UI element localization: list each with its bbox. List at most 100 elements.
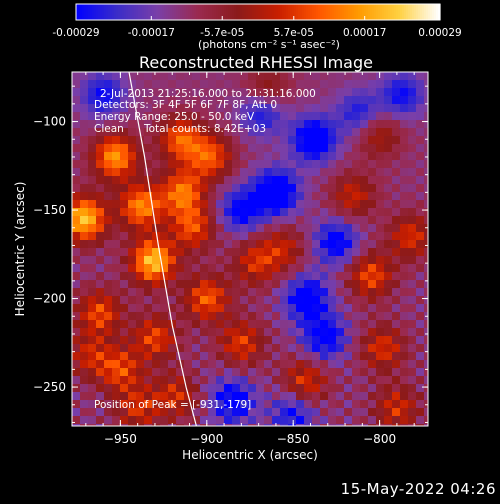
heatmap-cell: [112, 424, 121, 426]
heatmap-cell: [320, 240, 329, 249]
heatmap-cell: [184, 384, 193, 393]
colorbar-swatch: [78, 4, 81, 20]
colorbar-swatch: [386, 4, 389, 20]
heatmap-cell: [360, 272, 369, 281]
heatmap-cell: [352, 168, 361, 177]
heatmap-cell: [296, 264, 305, 273]
heatmap-cell: [72, 368, 81, 377]
heatmap-cell: [328, 208, 337, 217]
heatmap-cell: [152, 200, 161, 209]
heatmap-cell: [424, 248, 428, 257]
heatmap-cell: [72, 296, 81, 305]
heatmap-cell: [272, 256, 281, 265]
heatmap-cell: [344, 184, 353, 193]
heatmap-cell: [144, 144, 153, 153]
colorbar-swatch: [182, 4, 185, 20]
heatmap-cell: [320, 264, 329, 273]
heatmap-cell: [176, 352, 185, 361]
heatmap-cell: [368, 336, 377, 345]
colorbar-swatch: [168, 4, 171, 20]
heatmap-cell: [312, 120, 321, 129]
heatmap-cell: [264, 400, 273, 409]
heatmap-cell: [160, 104, 169, 113]
heatmap-cell: [392, 264, 401, 273]
heatmap-cell: [208, 360, 217, 369]
heatmap-cell: [264, 248, 273, 257]
heatmap-cell: [224, 232, 233, 241]
heatmap-cell: [128, 240, 137, 249]
heatmap-cell: [344, 96, 353, 105]
heatmap-cell: [376, 368, 385, 377]
heatmap-cell: [288, 424, 297, 426]
heatmap-cell: [344, 248, 353, 257]
heatmap-cell: [80, 376, 89, 385]
heatmap-cell: [280, 248, 289, 257]
colorbar-swatch: [104, 4, 107, 20]
heatmap-cell: [168, 328, 177, 337]
heatmap-cell: [248, 128, 257, 137]
heatmap-cell: [96, 400, 105, 409]
heatmap-cell: [336, 144, 345, 153]
heatmap-cell: [304, 120, 313, 129]
heatmap-cell: [296, 168, 305, 177]
heatmap-cell: [288, 160, 297, 169]
heatmap-cell: [80, 256, 89, 265]
heatmap-cell: [136, 216, 145, 225]
heatmap-cell: [72, 120, 81, 129]
heatmap-cell: [312, 344, 321, 353]
heatmap-cell: [184, 88, 193, 97]
heatmap-cell: [248, 152, 257, 161]
heatmap-cell: [248, 96, 257, 105]
heatmap-cell: [72, 280, 81, 289]
heatmap-cell: [264, 416, 273, 425]
heatmap-cell: [328, 112, 337, 121]
heatmap-cell: [160, 296, 169, 305]
heatmap-cell: [88, 184, 97, 193]
colorbar-swatch: [338, 4, 341, 20]
heatmap-cell: [312, 160, 321, 169]
heatmap-cell: [184, 248, 193, 257]
heatmap-cell: [320, 336, 329, 345]
heatmap-cell: [200, 192, 209, 201]
heatmap-cell: [408, 376, 417, 385]
heatmap-cell: [400, 88, 409, 97]
heatmap-cell: [288, 128, 297, 137]
heatmap-cell: [328, 304, 337, 313]
heatmap-cell: [264, 208, 273, 217]
heatmap-cell: [328, 352, 337, 361]
heatmap-cell: [232, 280, 241, 289]
heatmap-cell: [296, 224, 305, 233]
heatmap-cell: [256, 176, 265, 185]
colorbar-swatch: [366, 4, 369, 20]
heatmap-cell: [80, 72, 89, 81]
heatmap-cell: [112, 232, 121, 241]
heatmap-cell: [112, 160, 121, 169]
heatmap-cell: [208, 296, 217, 305]
heatmap-cell: [96, 176, 105, 185]
heatmap-cell: [424, 96, 428, 105]
heatmap-cell: [288, 224, 297, 233]
heatmap-cell: [264, 216, 273, 225]
heatmap-cell: [144, 288, 153, 297]
heatmap-cell: [256, 368, 265, 377]
heatmap-cell: [352, 408, 361, 417]
heatmap-cell: [80, 80, 89, 89]
heatmap-cell: [424, 360, 428, 369]
heatmap-cell: [288, 88, 297, 97]
heatmap-cell: [408, 256, 417, 265]
heatmap-cell: [368, 128, 377, 137]
colorbar-swatch: [274, 4, 277, 20]
heatmap-cell: [216, 408, 225, 417]
heatmap-cell: [320, 144, 329, 153]
heatmap-cell: [88, 216, 97, 225]
heatmap-cell: [192, 104, 201, 113]
heatmap-cell: [96, 376, 105, 385]
colorbar-swatch: [312, 4, 315, 20]
heatmap-cell: [328, 336, 337, 345]
heatmap-cell: [152, 104, 161, 113]
heatmap-cell: [224, 200, 233, 209]
heatmap-cell: [344, 200, 353, 209]
heatmap-cell: [296, 128, 305, 137]
heatmap-cell: [272, 112, 281, 121]
heatmap-cell: [272, 288, 281, 297]
